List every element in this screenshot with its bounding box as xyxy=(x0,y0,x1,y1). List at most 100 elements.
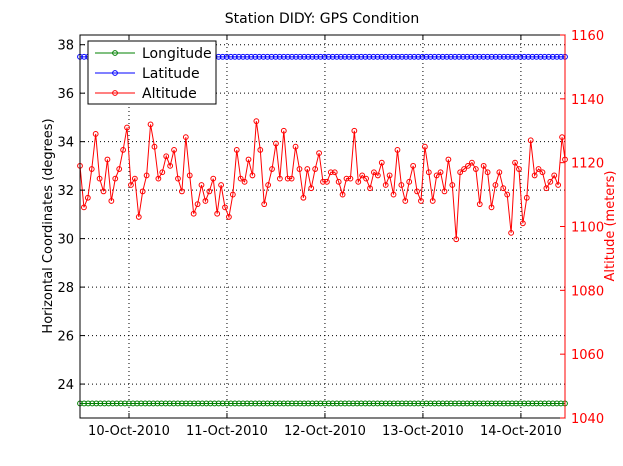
data-point-altitude xyxy=(327,169,334,176)
data-point-longitude xyxy=(423,400,430,407)
data-point-longitude xyxy=(496,400,503,407)
data-point-altitude xyxy=(398,182,405,188)
legend-swatch-marker-longitude xyxy=(112,50,118,56)
data-point-altitude xyxy=(296,166,303,172)
data-point-altitude xyxy=(465,162,471,169)
data-point-altitude xyxy=(359,172,366,179)
data-point-latitude xyxy=(236,53,242,60)
data-point-altitude xyxy=(547,178,554,185)
y-tick-label-left: 26 xyxy=(57,330,74,345)
data-point-latitude xyxy=(427,53,434,60)
data-point-latitude xyxy=(419,53,426,60)
data-point-longitude xyxy=(105,400,112,407)
data-point-latitude xyxy=(231,53,238,60)
data-point-altitude xyxy=(543,185,550,192)
data-point-altitude xyxy=(124,124,130,131)
y-tick-label-right: 1060 xyxy=(571,348,604,363)
data-point-latitude xyxy=(545,53,552,60)
data-point-altitude xyxy=(257,147,264,153)
data-point-longitude xyxy=(248,400,255,407)
data-point-altitude xyxy=(308,185,315,192)
data-point-latitude xyxy=(390,53,397,60)
data-point-longitude xyxy=(256,400,263,407)
data-point-altitude xyxy=(167,162,174,169)
data-point-longitude xyxy=(509,400,515,407)
data-point-latitude xyxy=(362,53,369,60)
data-point-altitude xyxy=(363,175,370,182)
data-point-longitude xyxy=(435,400,442,407)
data-point-altitude xyxy=(100,188,107,195)
data-point-altitude xyxy=(425,169,432,176)
data-point-longitude xyxy=(158,400,165,407)
data-point-altitude xyxy=(284,175,291,182)
data-point-altitude xyxy=(155,175,162,182)
data-point-latitude xyxy=(252,53,259,60)
data-point-longitude xyxy=(126,400,132,407)
data-point-latitude xyxy=(309,53,316,60)
data-point-altitude xyxy=(249,172,256,179)
y-tick-label-right: 1140 xyxy=(571,93,604,108)
data-point-altitude xyxy=(480,162,487,169)
data-point-longitude xyxy=(374,400,381,407)
data-point-longitude xyxy=(150,400,157,407)
data-point-altitude xyxy=(245,156,252,163)
data-point-altitude xyxy=(523,194,530,201)
data-point-altitude xyxy=(394,147,401,153)
data-point-longitude xyxy=(541,400,548,407)
x-tick-label: 13-Oct-2010 xyxy=(382,424,464,439)
grid-layer xyxy=(80,35,565,418)
data-point-latitude xyxy=(264,53,271,60)
data-point-altitude xyxy=(112,175,119,182)
data-point-longitude xyxy=(476,400,483,407)
data-point-latitude xyxy=(533,53,540,60)
data-point-altitude xyxy=(355,178,362,185)
data-point-latitude xyxy=(223,53,230,60)
data-point-altitude xyxy=(378,159,385,166)
legend-label-latitude: Latitude xyxy=(142,66,200,82)
data-point-altitude xyxy=(92,131,99,137)
data-point-altitude xyxy=(508,229,515,236)
data-point-longitude xyxy=(329,400,336,407)
data-point-longitude xyxy=(525,400,532,407)
data-point-altitude xyxy=(496,169,503,176)
data-point-latitude xyxy=(248,53,255,60)
data-point-altitude xyxy=(300,194,307,201)
legend-label-longitude: Longitude xyxy=(142,46,212,62)
data-point-altitude xyxy=(163,153,170,160)
data-point-altitude xyxy=(406,178,413,185)
data-point-longitude xyxy=(142,400,149,407)
legend: Longitude Latitude Altitude xyxy=(87,40,217,105)
data-point-altitude xyxy=(504,191,511,198)
data-point-longitude xyxy=(358,400,365,407)
data-point-longitude xyxy=(427,400,434,407)
data-point-latitude xyxy=(325,53,332,60)
data-point-longitude xyxy=(203,400,210,407)
data-point-longitude xyxy=(394,400,401,407)
data-point-latitude xyxy=(480,53,487,60)
data-point-latitude xyxy=(509,53,515,60)
data-point-altitude xyxy=(265,182,272,188)
data-point-latitude xyxy=(492,53,499,60)
data-point-longitude xyxy=(431,400,438,407)
series-altitude xyxy=(77,118,568,243)
data-point-longitude xyxy=(333,400,340,407)
data-point-latitude xyxy=(227,53,234,60)
data-point-longitude xyxy=(252,400,259,407)
data-point-altitude xyxy=(531,172,538,179)
data-point-longitude xyxy=(97,400,104,407)
data-point-altitude xyxy=(135,214,142,220)
data-point-altitude xyxy=(516,166,522,172)
data-point-altitude xyxy=(194,201,201,208)
data-point-latitude xyxy=(435,53,442,60)
data-point-latitude xyxy=(244,53,251,60)
data-point-altitude xyxy=(402,198,409,204)
data-point-latitude xyxy=(366,53,373,60)
data-point-altitude xyxy=(441,188,448,195)
data-point-longitude xyxy=(492,400,499,407)
data-point-longitude xyxy=(537,400,544,407)
data-point-longitude xyxy=(313,400,320,407)
data-point-latitude xyxy=(517,53,524,60)
data-point-altitude xyxy=(335,178,342,185)
data-point-altitude xyxy=(457,169,464,176)
data-point-longitude xyxy=(272,400,279,407)
